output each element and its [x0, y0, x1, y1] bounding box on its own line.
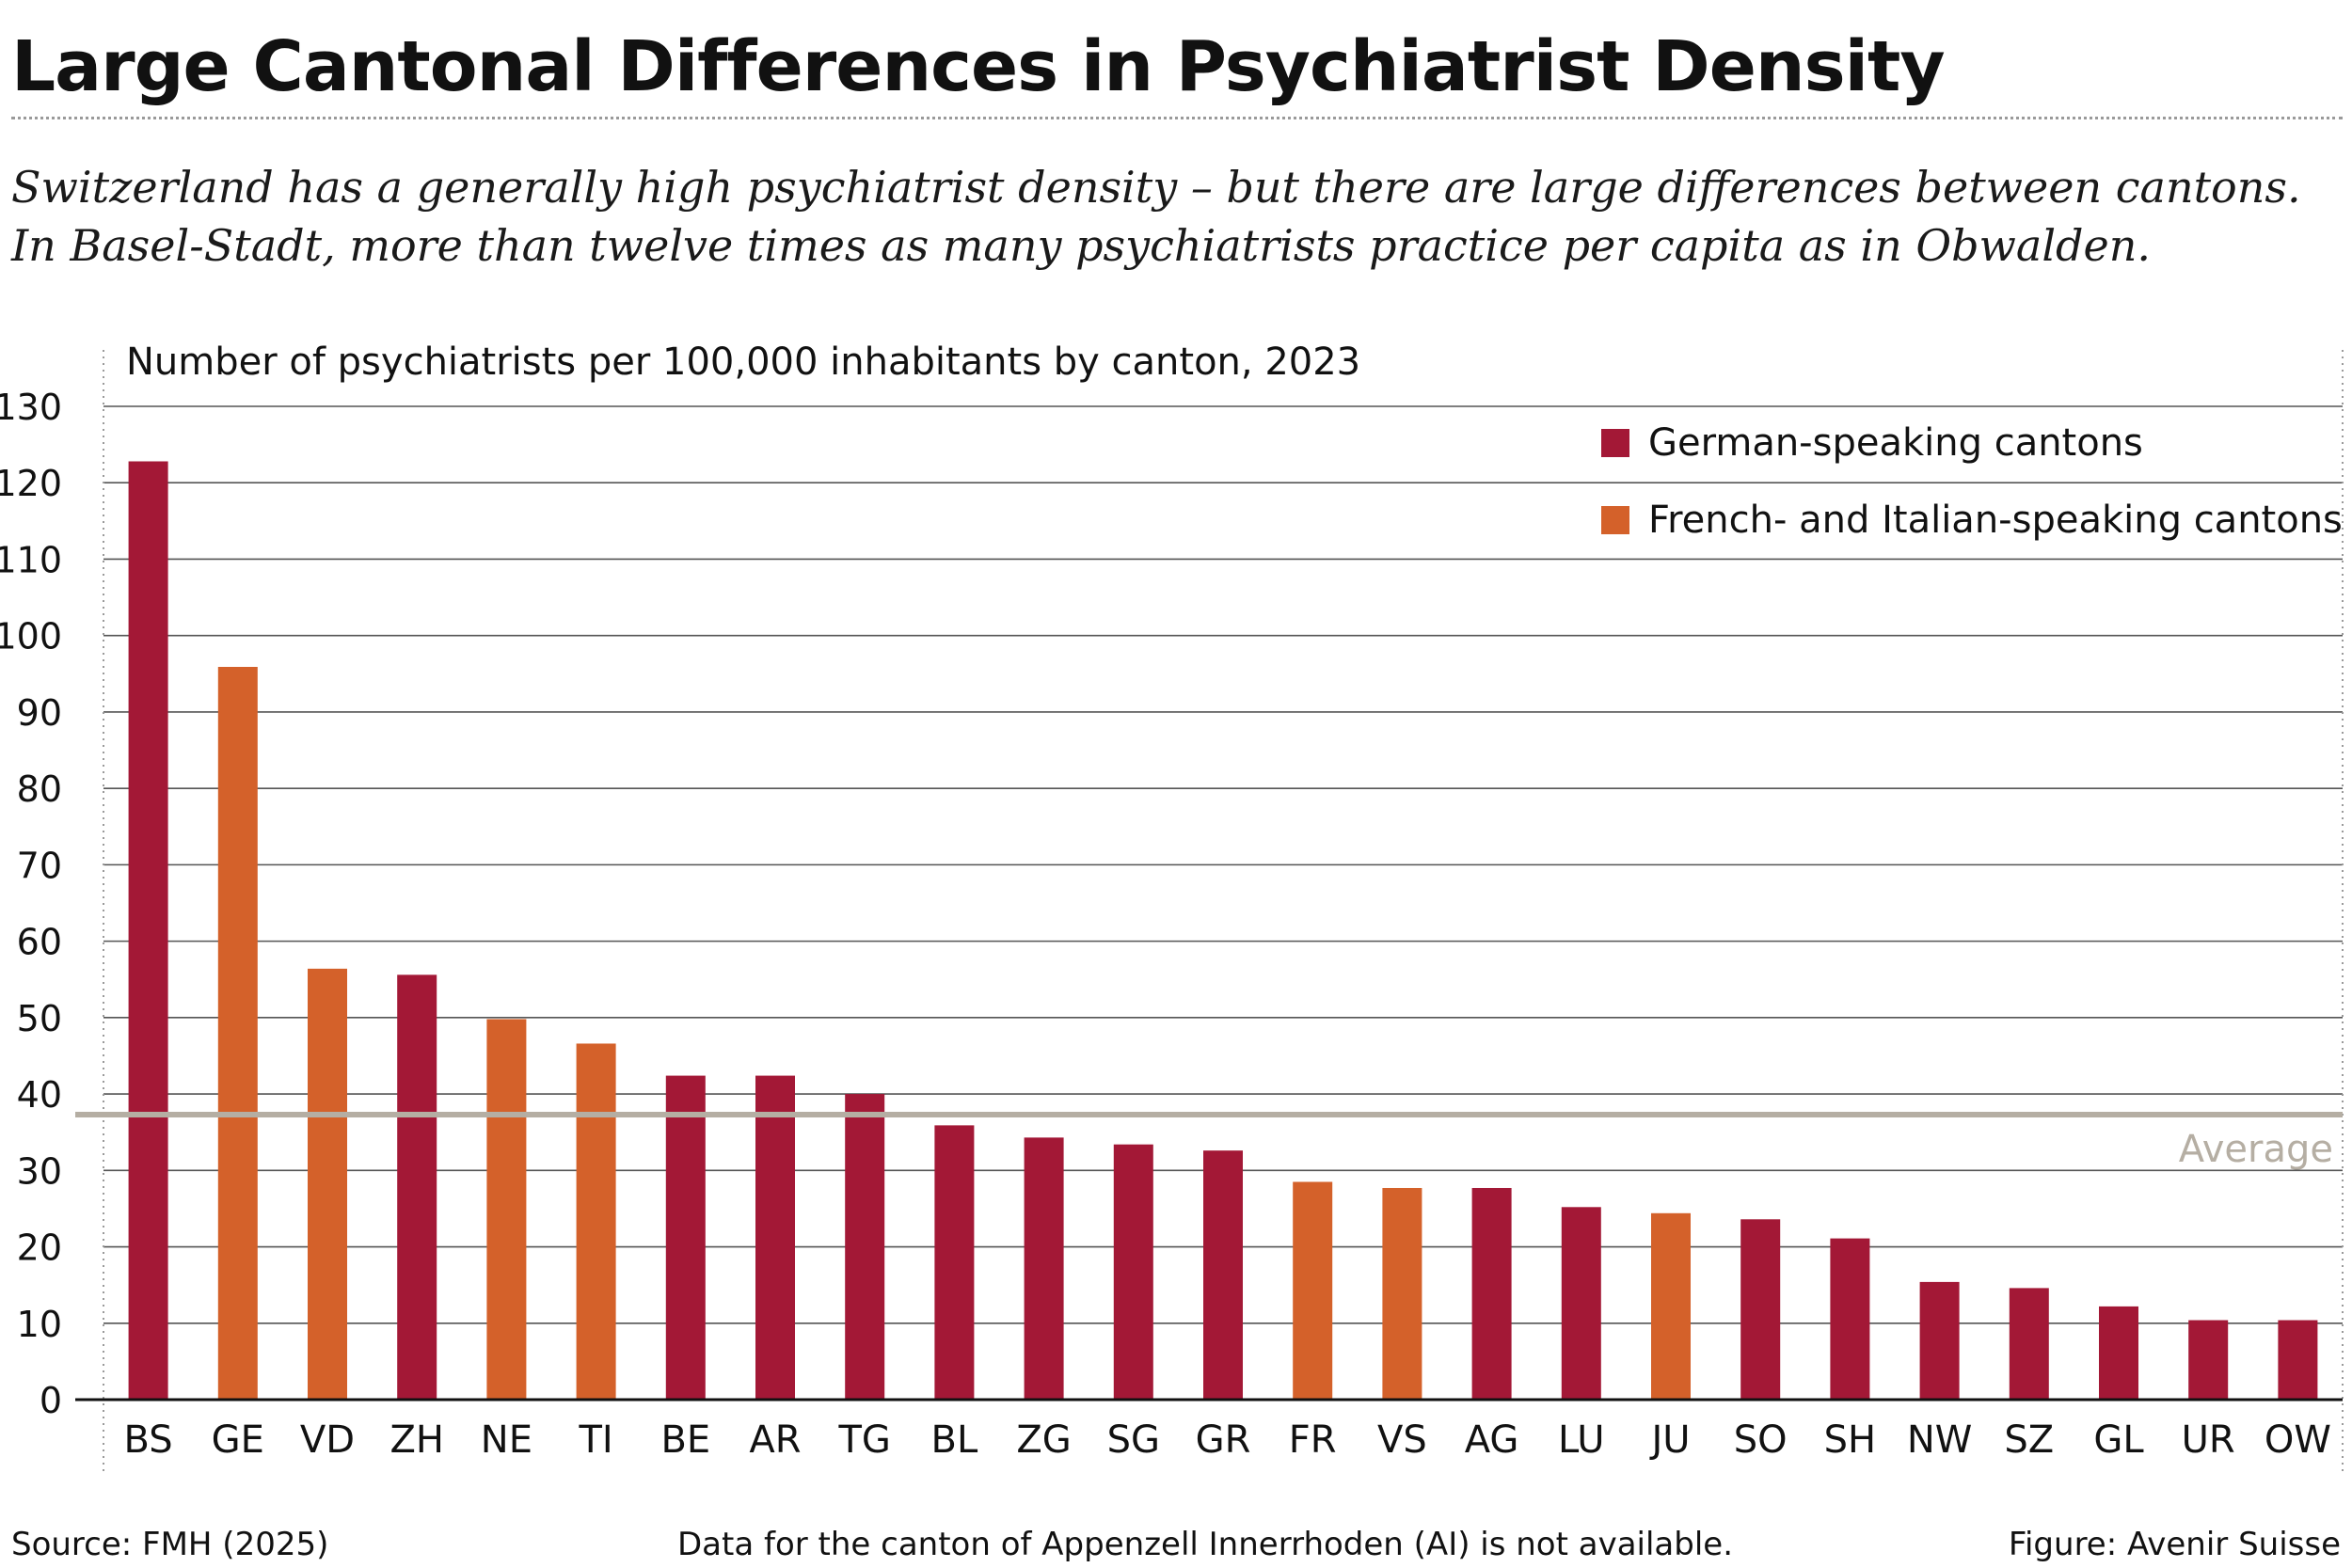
bar-chart: 0 10 20 30 40 50 60 70 80 90 100 110 120 130 Number o…: [0, 341, 2344, 1475]
x-tick-label: GL: [2093, 1418, 2144, 1462]
bar-bl: [934, 1125, 975, 1400]
title-divider: [11, 117, 2343, 119]
x-tick-label: SZ: [2004, 1418, 2054, 1462]
bar-vd: [308, 968, 347, 1400]
x-tick-label: GE: [212, 1418, 264, 1462]
y-tick-label: 60: [17, 922, 62, 963]
y-tick-label: 0: [40, 1380, 62, 1421]
x-tick-label: JU: [1648, 1418, 1690, 1462]
bar-ge: [217, 666, 258, 1400]
bar-lu: [1561, 1207, 1601, 1400]
bar-ar: [755, 1075, 795, 1400]
bar-gl: [2099, 1306, 2138, 1400]
legend-swatch-french-italian: [1601, 506, 1629, 534]
x-tick-label: VD: [300, 1418, 355, 1462]
bar-ti: [576, 1043, 616, 1400]
x-tick-label: SH: [1824, 1418, 1876, 1462]
bar-nw: [1919, 1281, 1960, 1400]
x-tick-label: NE: [481, 1418, 532, 1462]
y-tick-label: 20: [17, 1227, 62, 1269]
bar-sg: [1113, 1144, 1153, 1400]
x-tick-label: AR: [749, 1418, 801, 1462]
y-tick-label: 40: [17, 1074, 62, 1116]
y-tick-label: 70: [17, 845, 62, 886]
y-axis-ticks: 0 10 20 30 40 50 60 70 80 90 100 110 120 130: [0, 387, 62, 1421]
grid-lines: [103, 350, 2344, 1475]
legend-label: French- and Italian-speaking cantons: [1648, 499, 2343, 542]
bar-so: [1740, 1219, 1781, 1400]
x-tick-label: ZH: [389, 1418, 443, 1462]
x-tick-label: AG: [1465, 1418, 1519, 1462]
bar-ag: [1471, 1187, 1512, 1400]
legend-swatch-german: [1601, 429, 1629, 457]
bar-ow: [2278, 1320, 2318, 1400]
x-tick-label: BL: [931, 1418, 978, 1462]
bar-ur: [2188, 1320, 2229, 1400]
chart-title: Number of psychiatrists per 100,000 inha…: [126, 341, 1360, 384]
bar-zg: [1024, 1137, 1064, 1400]
bar-tg: [845, 1094, 885, 1400]
x-tick-label: GR: [1196, 1418, 1251, 1462]
x-tick-label: OW: [2265, 1418, 2331, 1462]
bar-ju: [1651, 1212, 1691, 1400]
average-label: Average: [2179, 1128, 2333, 1171]
x-tick-label: BS: [124, 1418, 173, 1462]
y-tick-label: 80: [17, 768, 62, 810]
x-tick-label: NW: [1907, 1418, 1972, 1462]
page-subtitle: Switzerland has a generally high psychia…: [11, 162, 2301, 271]
x-tick-label: FR: [1289, 1418, 1337, 1462]
page-title: Large Cantonal Differences in Psychiatri…: [11, 26, 1946, 107]
bar-zh: [397, 974, 437, 1400]
bar-gr: [1203, 1150, 1243, 1400]
bar-bs: [128, 461, 168, 1400]
y-tick-label: 90: [17, 692, 62, 734]
y-tick-label: 50: [17, 998, 62, 1039]
x-tick-label: TG: [837, 1418, 890, 1462]
average-line-group: Average: [75, 1112, 2343, 1171]
x-axis-ticks: BS GE VD ZH NE TI BE AR TG BL ZG SG GR FR VS AG LU JU SO SH…: [124, 1418, 2331, 1462]
x-tick-label: TI: [578, 1418, 612, 1462]
y-tick-label: 110: [0, 539, 62, 580]
x-tick-label: SO: [1734, 1418, 1788, 1462]
y-tick-label: 100: [0, 616, 62, 657]
figure-credit: Figure: Avenir Suisse: [2008, 1526, 2341, 1563]
y-tick-label: 120: [0, 463, 62, 504]
y-tick-label: 30: [17, 1150, 62, 1192]
bar-ne: [486, 1019, 527, 1400]
bar-fr: [1293, 1181, 1333, 1400]
x-tick-label: UR: [2182, 1418, 2235, 1462]
bar-sh: [1830, 1238, 1870, 1400]
source-note: Source: FMH (2025): [11, 1526, 329, 1563]
x-tick-label: BE: [660, 1418, 710, 1462]
bar-be: [665, 1075, 706, 1400]
y-tick-label: 10: [17, 1304, 62, 1345]
data-availability-note: Data for the canton of Appenzell Innerrh…: [677, 1526, 1734, 1563]
x-tick-label: LU: [1558, 1418, 1605, 1462]
bar-vs: [1382, 1187, 1422, 1400]
bar-sz: [2009, 1288, 2049, 1400]
x-tick-label: VS: [1377, 1418, 1427, 1462]
legend-label: German-speaking cantons: [1648, 421, 2143, 465]
x-tick-label: ZG: [1016, 1418, 1071, 1462]
legend: German-speaking cantons French- and Itali…: [1601, 421, 2343, 542]
bars: [75, 461, 2343, 1402]
x-tick-label: SG: [1107, 1418, 1160, 1462]
y-tick-label: 130: [0, 387, 62, 428]
